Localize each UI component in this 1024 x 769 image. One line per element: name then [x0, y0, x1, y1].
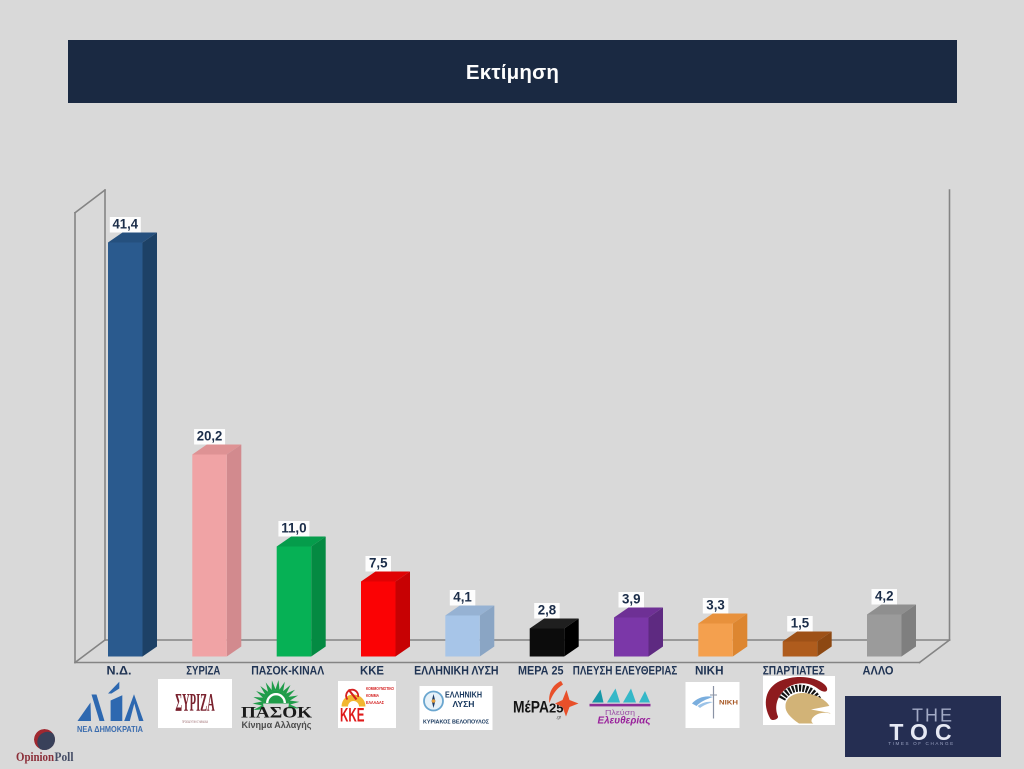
svg-text:ΣΠΑΡΤΙΑΤΕΣ: ΣΠΑΡΤΙΑΤΕΣ	[763, 664, 825, 678]
svg-text:ΠΑΣΟΚ: ΠΑΣΟΚ	[241, 705, 313, 722]
svg-text:ΚΚΕ: ΚΚΕ	[360, 664, 384, 678]
svg-text:ΣΥΡΙΖΑ: ΣΥΡΙΖΑ	[175, 690, 215, 717]
svg-text:ΝΙΚΗ: ΝΙΚΗ	[695, 664, 724, 678]
svg-text:Πλεύση: Πλεύση	[605, 709, 635, 717]
svg-text:11,0: 11,0	[281, 521, 307, 537]
svg-text:ΕΛΛΗΝΙΚΗ ΛΥΣΗ: ΕΛΛΗΝΙΚΗ ΛΥΣΗ	[414, 664, 499, 678]
svg-text:41,4: 41,4	[113, 217, 139, 233]
svg-text:3,3: 3,3	[706, 598, 725, 614]
svg-text:20,2: 20,2	[197, 429, 223, 445]
svg-text:Ελευθερίας: Ελευθερίας	[598, 716, 652, 727]
svg-text:ΕΛΛΑΔΑΣ: ΕΛΛΑΔΑΣ	[366, 700, 384, 705]
svg-text:ΝΕΑ ΔΗΜΟΚΡΑΤΙΑ: ΝΕΑ ΔΗΜΟΚΡΑΤΙΑ	[77, 724, 143, 734]
svg-text:TOC: TOC	[889, 719, 958, 745]
svg-text:TIMES OF CHANGE: TIMES OF CHANGE	[888, 741, 955, 746]
svg-text:Poll: Poll	[55, 749, 74, 764]
svg-text:ΚΥΡΙΑΚΟΣ ΒΕΛΟΠΟΥΛΟΣ: ΚΥΡΙΑΚΟΣ ΒΕΛΟΠΟΥΛΟΣ	[423, 720, 490, 726]
svg-text:ΚΟΜΜΟΥΝΙΣΤΙΚΟ: ΚΟΜΜΟΥΝΙΣΤΙΚΟ	[366, 686, 395, 691]
svg-text:4,2: 4,2	[875, 589, 894, 605]
svg-text:ΠΑΣΟΚ-ΚΙΝΑΛ: ΠΑΣΟΚ-ΚΙΝΑΛ	[251, 664, 325, 678]
svg-text:ΜέΡΑ: ΜέΡΑ	[513, 699, 549, 717]
svg-text:ΑΛΛΟ: ΑΛΛΟ	[863, 664, 894, 678]
svg-text:ΚΚΕ: ΚΚΕ	[340, 704, 365, 725]
svg-text:.gr: .gr	[556, 715, 562, 720]
svg-text:Κίνημα Αλλαγής: Κίνημα Αλλαγής	[242, 720, 312, 731]
svg-text:Opinion: Opinion	[16, 749, 55, 764]
svg-text:ΠΡΟΟΔΕΥΤΙΚΗ ΣΥΜΜΑΧΙΑ: ΠΡΟΟΔΕΥΤΙΚΗ ΣΥΜΜΑΧΙΑ	[182, 720, 208, 724]
svg-text:1,5: 1,5	[791, 616, 810, 632]
svg-text:2,8: 2,8	[538, 603, 557, 619]
svg-text:THE: THE	[912, 706, 954, 726]
svg-text:ΠΛΕΥΣΗ ΕΛΕΥΘΕΡΙΑΣ: ΠΛΕΥΣΗ ΕΛΕΥΘΕΡΙΑΣ	[573, 664, 678, 678]
svg-text:ΕΛΛΗΝΙΚΗ: ΕΛΛΗΝΙΚΗ	[445, 691, 482, 700]
svg-text:3,9: 3,9	[622, 592, 641, 608]
svg-text:4,1: 4,1	[453, 590, 472, 606]
svg-text:ΜΕΡΑ 25: ΜΕΡΑ 25	[518, 664, 564, 678]
svg-text:Ν.Δ.: Ν.Δ.	[107, 664, 132, 678]
svg-text:7,5: 7,5	[369, 556, 388, 572]
svg-text:ΣΥΡΙΖΑ: ΣΥΡΙΖΑ	[186, 664, 220, 678]
svg-text:ΛΥΣΗ: ΛΥΣΗ	[453, 700, 475, 709]
svg-text:ΚΟΜΜΑ: ΚΟΜΜΑ	[366, 693, 379, 698]
svg-text:ΝΙΚΗ: ΝΙΚΗ	[719, 700, 738, 707]
